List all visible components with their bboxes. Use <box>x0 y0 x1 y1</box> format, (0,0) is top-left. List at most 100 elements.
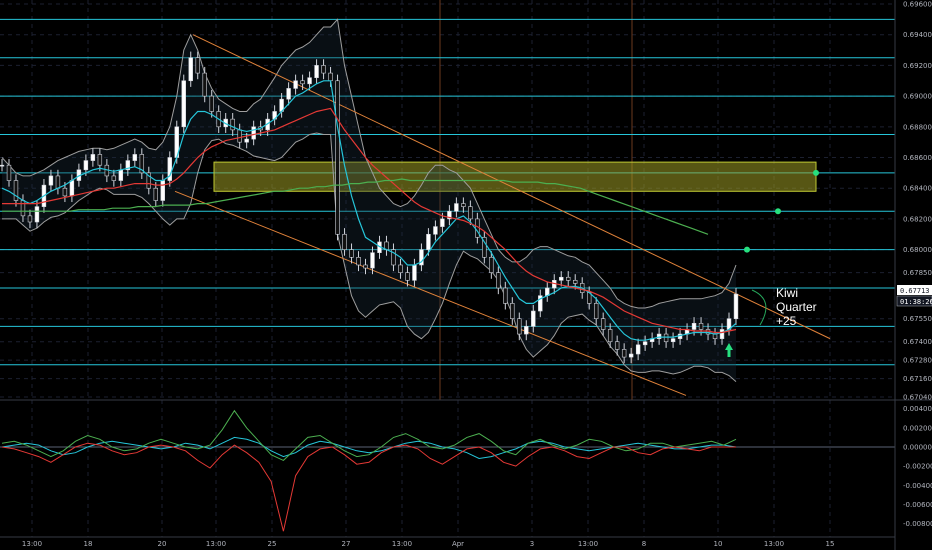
candle-body <box>391 249 396 266</box>
candle-body <box>167 157 172 181</box>
candle-body <box>496 272 501 289</box>
candle-body <box>363 264 368 269</box>
candle-body <box>20 200 26 217</box>
channel-upper <box>192 34 831 340</box>
time-tick-label: 13:00 <box>764 540 784 548</box>
moving-averages <box>1 80 737 341</box>
candle-body <box>181 80 186 128</box>
annotations: Kiwi Quarter +25 <box>725 286 817 357</box>
curved-arrow <box>751 289 767 326</box>
candle-body <box>230 118 235 131</box>
candle-body <box>607 329 613 343</box>
candle-body <box>691 323 697 330</box>
up-arrow-icon <box>725 343 733 357</box>
svg-text:0.67713: 0.67713 <box>900 287 930 295</box>
price-tick-label: 0.69000 <box>903 93 932 101</box>
osc-line <box>1 442 736 532</box>
candle-body <box>27 215 33 223</box>
candle-body <box>48 175 54 186</box>
candle-body <box>573 280 578 284</box>
candle-body <box>0 164 5 167</box>
candle-body <box>482 237 487 258</box>
price-tick-label: 0.68600 <box>903 154 932 162</box>
target-dot <box>775 208 781 215</box>
candle-body <box>621 349 627 358</box>
candle-body <box>698 323 704 330</box>
candle-body <box>531 310 536 327</box>
candle-body <box>13 180 19 201</box>
candle-body <box>719 329 725 339</box>
candle-body <box>111 175 117 181</box>
target-markers <box>744 169 819 253</box>
target-dot <box>744 246 750 253</box>
candle-body <box>524 326 529 335</box>
time-tick-label: 13:00 <box>206 540 226 548</box>
candle-body <box>314 65 319 78</box>
ma-line <box>1 80 737 341</box>
candle-body <box>642 341 648 346</box>
price-tick-label: 0.67280 <box>903 357 932 365</box>
price-tick-label: 0.67550 <box>903 315 932 323</box>
candle-body <box>342 233 347 250</box>
candle-body <box>663 333 669 343</box>
candle-body <box>335 80 340 235</box>
candle-body <box>419 249 424 266</box>
candle-body <box>62 187 68 197</box>
time-tick-label: 18 <box>84 540 93 548</box>
time-tick-label: 3 <box>530 540 534 548</box>
candle-body <box>635 344 641 355</box>
osc-tick-label: 0.00000 <box>903 444 932 452</box>
candle-body <box>237 129 242 143</box>
candle-body <box>34 206 40 223</box>
candle-body <box>118 169 124 181</box>
candle-body <box>286 88 291 100</box>
candle-body <box>712 333 718 339</box>
candle-body <box>83 160 89 171</box>
candle-body <box>69 180 75 197</box>
candle-body <box>670 338 676 343</box>
time-tick-label: 10 <box>714 540 723 548</box>
time-tick-label: 13:00 <box>22 540 42 548</box>
osc-tick-label: -0.00200 <box>903 463 932 471</box>
time-tick-label: 15 <box>826 540 835 548</box>
candle-body <box>566 276 571 281</box>
candle-body <box>593 303 599 320</box>
price-tick-label: 0.68200 <box>903 215 932 223</box>
time-tick-label: 13:00 <box>578 540 598 548</box>
current-price-label: 0.67713 01:38:26 <box>896 285 932 307</box>
candle-body <box>447 210 452 220</box>
price-tick-label: 0.68000 <box>903 246 932 254</box>
candle-body <box>307 77 312 85</box>
candle-body <box>489 257 494 273</box>
candle-body <box>195 57 200 74</box>
candle-body <box>454 203 459 212</box>
candle-body <box>328 72 333 82</box>
candle-body <box>433 226 438 235</box>
trend-channel <box>174 34 831 396</box>
candle-body <box>90 154 96 161</box>
band-upper <box>1 18 737 309</box>
candle-body <box>356 257 361 266</box>
candle-body <box>209 95 214 112</box>
candle-body <box>153 187 158 201</box>
candle-body <box>160 180 165 201</box>
candle-body <box>300 80 305 85</box>
candle-body <box>405 272 410 281</box>
candle-body <box>426 233 431 250</box>
price-tick-label: 0.67160 <box>903 375 932 383</box>
price-tick-label: 0.68800 <box>903 123 932 131</box>
osc-tick-label: -0.00600 <box>903 501 932 509</box>
candle-body <box>202 72 207 97</box>
candle-body <box>244 138 249 143</box>
channel-lower <box>174 190 687 396</box>
oscillator-axis: 0.00400 0.00200 0.00000 -0.00200 -0.00400 -0.… <box>903 405 932 528</box>
supply-zone <box>213 161 817 192</box>
candle-body <box>628 353 634 358</box>
osc-tick-label: -0.00800 <box>903 520 932 528</box>
candle-body <box>461 203 466 207</box>
candle-body <box>510 303 515 320</box>
svg-text:01:38:26: 01:38:26 <box>900 298 932 306</box>
candle-body <box>132 154 138 161</box>
